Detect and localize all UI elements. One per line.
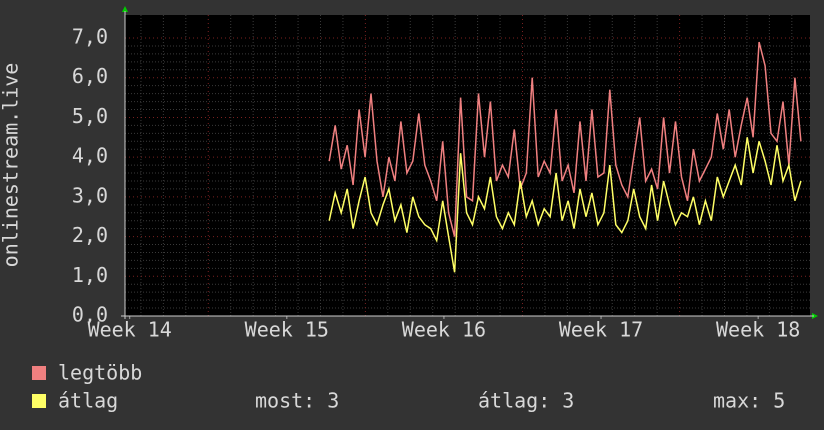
y-tick-label: 1,0	[72, 263, 108, 287]
x-tick-label: Week 17	[559, 318, 643, 342]
legend-swatch	[32, 366, 46, 380]
y-tick-label: 3,0	[72, 183, 108, 207]
x-tick-label: Week 18	[716, 318, 800, 342]
x-axis-arrow	[812, 313, 818, 319]
legend-stat: most: 3	[255, 389, 339, 413]
y-tick-label: 4,0	[72, 144, 108, 168]
y-axis-label: onlinestream.live	[0, 63, 23, 268]
legend-swatch	[32, 394, 46, 408]
x-tick-label: Week 16	[402, 318, 486, 342]
legend-label: átlag	[58, 389, 118, 413]
legend-stat: átlag: 3	[478, 389, 574, 413]
y-tick-label: 6,0	[72, 64, 108, 88]
series-line	[328, 41, 802, 237]
legend-stat: max: 5	[713, 389, 785, 413]
y-axis-arrow	[122, 6, 128, 12]
x-tick-label: Week 14	[88, 318, 172, 342]
y-tick-label: 7,0	[72, 25, 108, 49]
legend-label: legtöbb	[58, 361, 142, 385]
x-tick-label: Week 15	[245, 318, 329, 342]
y-tick-label: 5,0	[72, 104, 108, 128]
series-line	[328, 137, 802, 273]
y-tick-label: 2,0	[72, 223, 108, 247]
y-tick-label: 0,0	[72, 303, 108, 327]
